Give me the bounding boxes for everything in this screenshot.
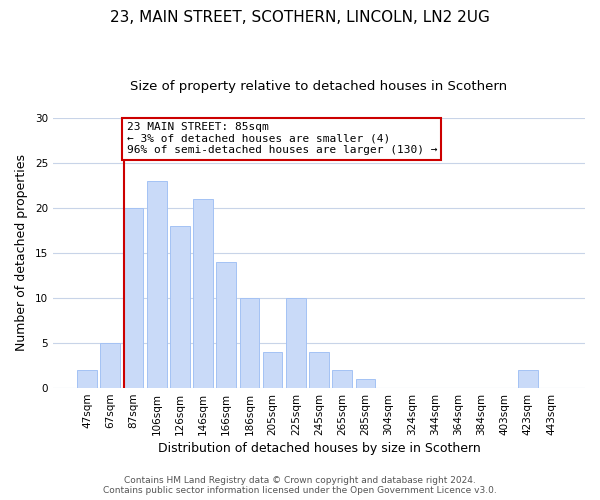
X-axis label: Distribution of detached houses by size in Scothern: Distribution of detached houses by size … [158, 442, 481, 455]
Bar [217, 262, 236, 388]
Text: 23, MAIN STREET, SCOTHERN, LINCOLN, LN2 2UG: 23, MAIN STREET, SCOTHERN, LINCOLN, LN2 … [110, 10, 490, 25]
Bar [124, 208, 143, 388]
Bar [309, 352, 329, 388]
Text: 23 MAIN STREET: 85sqm
← 3% of detached houses are smaller (4)
96% of semi-detach: 23 MAIN STREET: 85sqm ← 3% of detached h… [127, 122, 437, 156]
Y-axis label: Number of detached properties: Number of detached properties [15, 154, 28, 352]
Bar [356, 379, 375, 388]
Bar [332, 370, 352, 388]
Bar [77, 370, 97, 388]
Bar [170, 226, 190, 388]
Bar [286, 298, 305, 388]
Bar [518, 370, 538, 388]
Bar [239, 298, 259, 388]
Title: Size of property relative to detached houses in Scothern: Size of property relative to detached ho… [130, 80, 508, 93]
Bar [193, 199, 213, 388]
Bar [263, 352, 283, 388]
Bar [147, 181, 167, 388]
Bar [100, 343, 120, 388]
Text: Contains HM Land Registry data © Crown copyright and database right 2024.
Contai: Contains HM Land Registry data © Crown c… [103, 476, 497, 495]
